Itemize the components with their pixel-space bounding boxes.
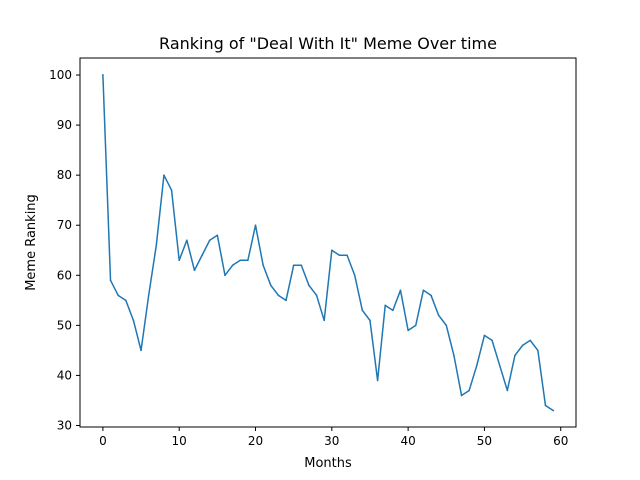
data-point <box>483 334 486 337</box>
data-point <box>445 324 448 327</box>
y-tick-label: 90 <box>57 118 72 132</box>
data-point <box>308 284 310 287</box>
data-point <box>254 224 257 227</box>
x-tick-label: 0 <box>99 434 107 448</box>
data-point <box>201 254 203 257</box>
data-point <box>369 319 371 322</box>
data-point <box>399 289 402 292</box>
y-tick-label: 40 <box>57 368 72 382</box>
data-point <box>186 239 188 242</box>
data-point <box>544 404 547 407</box>
data-point <box>460 394 463 397</box>
data-point <box>384 304 387 307</box>
y-tick-label: 30 <box>57 418 72 432</box>
x-axis-label: Months <box>304 456 352 471</box>
x-tick-label: 20 <box>248 434 263 448</box>
x-tick-label: 30 <box>324 434 339 448</box>
data-point <box>163 174 165 176</box>
data-point <box>247 259 249 262</box>
data-point <box>468 389 470 392</box>
data-point <box>315 294 318 297</box>
data-point <box>208 239 211 242</box>
data-point <box>292 264 295 267</box>
data-point <box>514 354 516 357</box>
series-layer <box>102 74 555 412</box>
data-point <box>430 294 432 297</box>
axis-ticks: 0 10 20 30 40 50 60 30 40 50 60 70 80 90 100 <box>49 68 568 448</box>
data-point <box>124 299 127 302</box>
data-point <box>193 269 196 272</box>
y-tick-label: 60 <box>57 268 72 282</box>
data-point <box>422 289 425 292</box>
data-point <box>285 299 287 302</box>
data-point <box>353 274 356 277</box>
series-line <box>102 74 555 412</box>
data-point <box>102 74 104 76</box>
data-point <box>231 264 234 267</box>
data-point <box>552 409 554 412</box>
data-point <box>376 379 379 382</box>
data-point <box>338 254 341 257</box>
x-tick-label: 10 <box>172 434 187 448</box>
data-point <box>491 339 493 342</box>
data-point <box>437 314 440 317</box>
data-point <box>170 189 173 191</box>
data-point <box>331 249 333 252</box>
data-point <box>529 339 532 342</box>
data-point <box>239 259 242 262</box>
data-point <box>414 324 417 327</box>
data-point <box>392 309 394 312</box>
plot-frame <box>79 57 577 428</box>
data-point <box>140 349 142 352</box>
y-tick-label: 80 <box>57 168 72 182</box>
data-point <box>117 294 119 297</box>
data-point <box>498 364 501 367</box>
data-point <box>476 364 478 367</box>
data-point <box>132 319 135 322</box>
plot-area <box>80 58 576 427</box>
y-tick-label: 50 <box>57 318 72 332</box>
data-point <box>506 389 509 392</box>
data-point <box>269 284 272 287</box>
y-tick-label: 70 <box>57 218 72 232</box>
data-point <box>155 244 158 247</box>
data-point <box>216 234 219 237</box>
data-point <box>407 329 409 332</box>
data-point <box>109 279 112 282</box>
y-tick-label: 100 <box>49 68 72 82</box>
data-point <box>521 344 524 347</box>
x-tick-label: 60 <box>553 434 568 448</box>
data-point <box>262 264 264 267</box>
data-point <box>453 354 455 357</box>
data-point <box>277 294 280 297</box>
data-point <box>323 319 325 322</box>
chart-title: Ranking of "Deal With It" Meme Over time <box>159 34 497 53</box>
data-point <box>178 259 180 262</box>
y-axis-label: Meme Ranking <box>24 194 39 291</box>
data-point <box>361 309 364 312</box>
data-point <box>537 349 539 352</box>
data-point <box>147 294 150 297</box>
data-point <box>300 264 303 267</box>
data-point <box>346 254 348 257</box>
x-tick-label: 50 <box>477 434 492 448</box>
x-tick-label: 40 <box>400 434 415 448</box>
data-point <box>224 274 226 277</box>
